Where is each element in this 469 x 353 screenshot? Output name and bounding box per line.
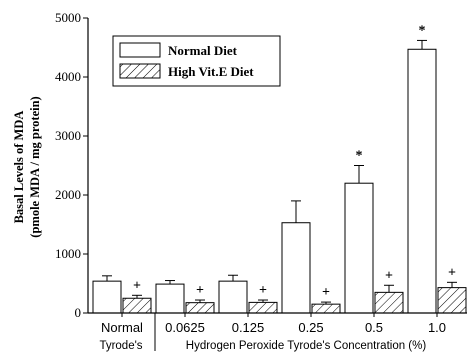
significance-plus: + — [322, 285, 330, 300]
bar-high-vit-e-diet — [248, 301, 278, 314]
x-tick-label: 0.25 — [298, 320, 323, 335]
legend-label-high-vit-e-diet: High Vit.E Diet — [168, 64, 254, 79]
x-tick-label: Normal — [101, 320, 143, 335]
x-tick-label: 0.125 — [232, 320, 265, 335]
legend-swatch-high-vit-e-diet — [119, 63, 161, 79]
x-tick-label: 0.0625 — [165, 320, 205, 335]
x-tick-label: 0.5 — [365, 320, 383, 335]
x-group-label-tyrodes: Tyrode's — [99, 340, 142, 352]
bar-normal-diet — [218, 280, 248, 314]
y-tick-label: 4000 — [55, 69, 81, 84]
bars — [92, 39, 467, 314]
y-tick-label: 3000 — [55, 128, 81, 143]
bar-high-vit-e-diet — [185, 302, 215, 314]
significance-plus: + — [385, 268, 393, 283]
bar-normal-diet — [344, 182, 374, 314]
x-tick-label: 1.0 — [428, 320, 446, 335]
y-tick-label: 5000 — [55, 10, 81, 25]
bar-normal-diet — [92, 280, 122, 314]
significance-markers: + + + + * + * + — [133, 23, 456, 300]
significance-asterisk: * — [419, 23, 426, 38]
significance-plus: + — [259, 283, 267, 298]
y-axis-title-line2: (pmole MDA / mg protein) — [28, 96, 42, 237]
bar-normal-diet — [281, 222, 311, 314]
y-tick-label: 0 — [75, 305, 82, 320]
y-tick-label: 1000 — [55, 246, 81, 261]
significance-plus: + — [133, 278, 141, 293]
bar-high-vit-e-diet — [437, 287, 467, 314]
y-axis-ticks: 0 1000 2000 3000 4000 5000 — [55, 10, 88, 320]
bar-high-vit-e-diet — [374, 291, 404, 314]
bar-high-vit-e-diet — [311, 303, 341, 314]
bar-normal-diet — [407, 48, 437, 314]
y-tick-label: 2000 — [55, 187, 81, 202]
legend-label-normal-diet: Normal Diet — [168, 43, 238, 58]
x-group-label-hydrogen-peroxide: Hydrogen Peroxide Tyrode's Concentration… — [186, 340, 427, 352]
legend-swatch-normal-diet — [119, 42, 161, 58]
significance-asterisk: * — [356, 149, 363, 164]
significance-plus: + — [448, 265, 456, 280]
legend: Normal Diet High Vit.E Diet — [112, 35, 281, 87]
significance-plus: + — [196, 283, 204, 298]
y-axis-title-line1: Basal Levels of MDA — [12, 111, 26, 224]
bar-high-vit-e-diet — [122, 297, 152, 314]
x-axis-labels: Normal 0.0625 0.125 0.25 0.5 1.0 — [101, 313, 446, 335]
bar-normal-diet — [155, 283, 185, 314]
